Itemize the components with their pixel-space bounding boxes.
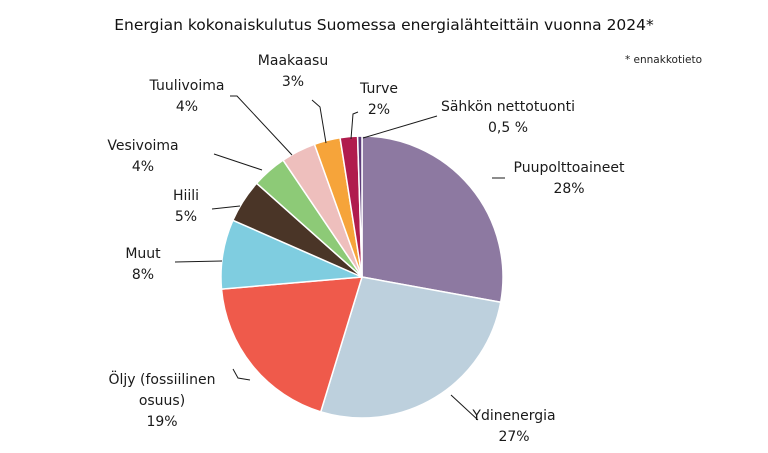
slice-name-label: Turve <box>359 81 398 97</box>
pie-slice <box>220 276 364 413</box>
slice-labels: Puupolttoaineet 28% Ydinenergia 27% Öljy (fo… <box>107 53 625 445</box>
leader-line <box>350 111 359 140</box>
slice-name-label: Maakaasu <box>258 53 328 69</box>
slice-name-label: Hiili <box>173 188 199 204</box>
slice-value-label: 19% <box>146 414 177 430</box>
pie-slices <box>220 135 504 419</box>
slice-value-label: 4% <box>176 99 198 115</box>
slice-name-label: Öljy (fossiilinen <box>109 370 216 388</box>
slice-value-label: 8% <box>132 267 154 283</box>
slice-name-label: Ydinenergia <box>471 408 555 424</box>
leader-line <box>311 99 327 144</box>
leader-line <box>211 205 241 210</box>
slice-name-label: osuus) <box>139 393 185 409</box>
slice-value-label: 0,5 % <box>488 120 528 136</box>
chart-note: * ennakkotieto <box>625 54 702 66</box>
slice-value-label: 27% <box>498 429 529 445</box>
slice-name-label: Vesivoima <box>107 138 178 154</box>
pie-slice <box>356 135 363 278</box>
slice-value-label: 5% <box>175 209 197 225</box>
slice-name-label: Puupolttoaineet <box>514 160 625 176</box>
slice-value-label: 2% <box>368 102 390 118</box>
pie-slice <box>361 135 504 304</box>
slice-name-label: Tuulivoima <box>149 78 225 94</box>
leader-line <box>362 115 438 139</box>
pie-slice <box>319 276 502 419</box>
slice-name-label: Sähkön nettotuonti <box>441 99 575 115</box>
leader-line <box>230 95 293 156</box>
slice-name-label: Muut <box>125 246 161 262</box>
leader-line <box>450 394 479 421</box>
leader-line <box>213 153 263 171</box>
leader-line <box>174 260 223 263</box>
slice-value-label: 28% <box>553 181 584 197</box>
slice-value-label: 3% <box>282 74 304 90</box>
slice-value-label: 4% <box>132 159 154 175</box>
leader-lines <box>174 95 505 421</box>
leader-line <box>232 368 251 381</box>
chart-title: Energian kokonaiskulutus Suomessa energi… <box>114 16 654 34</box>
